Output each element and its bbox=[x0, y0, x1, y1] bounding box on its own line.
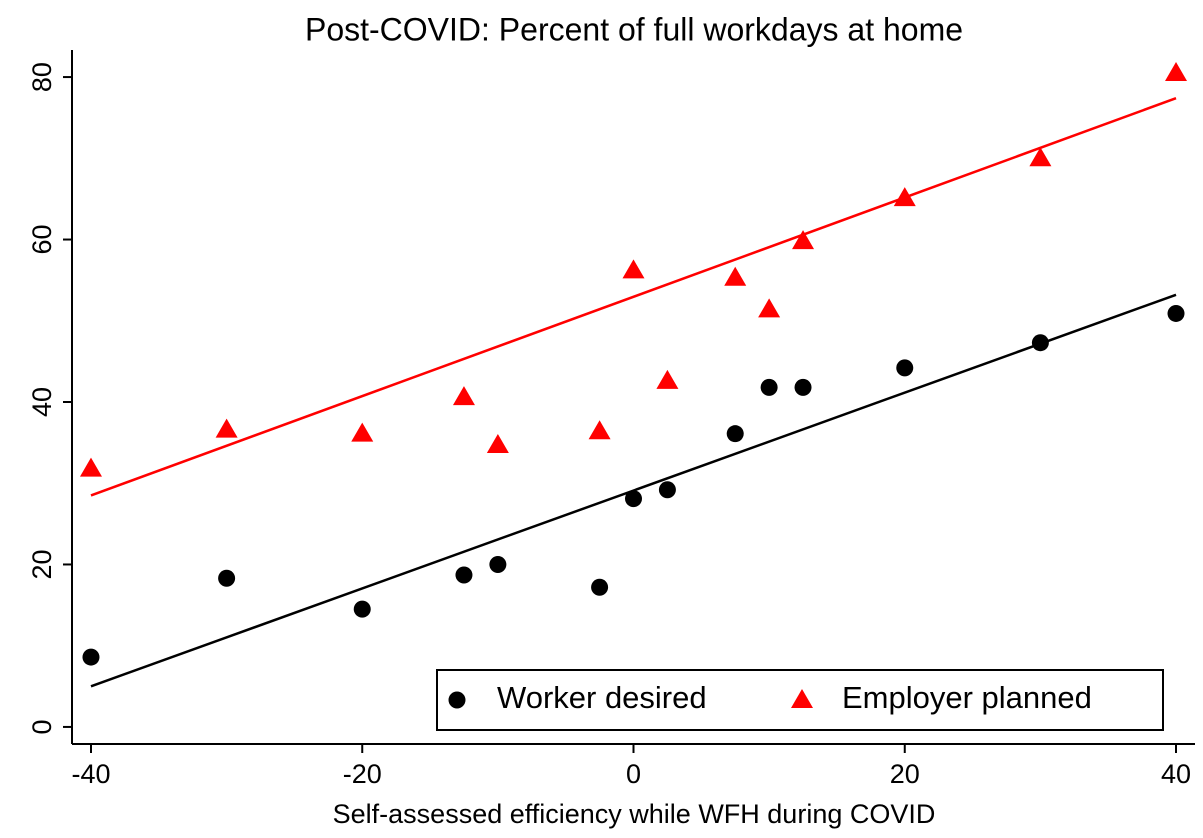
point bbox=[625, 490, 642, 508]
chart-title: Post-COVID: Percent of full workdays at … bbox=[305, 11, 963, 47]
point bbox=[218, 569, 236, 587]
x-axis-label: Self-assessed efficiency while WFH durin… bbox=[333, 799, 936, 829]
point bbox=[353, 600, 371, 618]
point bbox=[760, 378, 778, 396]
x-tick-label: 0 bbox=[626, 759, 641, 789]
x-tick-label: -20 bbox=[343, 759, 382, 789]
point bbox=[1029, 147, 1052, 167]
point bbox=[656, 369, 679, 389]
point bbox=[658, 481, 676, 499]
point bbox=[1031, 334, 1049, 352]
x-tick-label: -40 bbox=[71, 759, 110, 789]
legend: Worker desired Employer planned bbox=[436, 669, 1164, 731]
y-tick-label: 0 bbox=[27, 719, 57, 734]
point bbox=[726, 425, 744, 443]
point bbox=[794, 378, 812, 396]
legend-marker bbox=[448, 691, 466, 709]
y-tick-label: 20 bbox=[27, 549, 57, 579]
point bbox=[452, 386, 475, 406]
point bbox=[622, 259, 645, 279]
point bbox=[792, 230, 815, 250]
y-tick-label: 60 bbox=[27, 225, 57, 255]
point bbox=[588, 420, 611, 440]
point bbox=[351, 422, 374, 442]
point bbox=[82, 648, 100, 666]
legend-marker bbox=[791, 689, 813, 708]
point bbox=[215, 418, 238, 438]
fit-line bbox=[90, 97, 1177, 497]
point bbox=[724, 266, 747, 286]
y-tick-label: 80 bbox=[27, 62, 57, 92]
point bbox=[591, 578, 609, 596]
point bbox=[486, 434, 509, 454]
point bbox=[896, 359, 914, 377]
y-tick-label: 40 bbox=[27, 387, 57, 417]
point bbox=[893, 187, 916, 207]
x-tick-label: 20 bbox=[890, 759, 920, 789]
point bbox=[79, 457, 102, 477]
point bbox=[1167, 304, 1185, 322]
point bbox=[489, 555, 507, 573]
point bbox=[455, 566, 473, 584]
legend-label: Employer planned bbox=[842, 680, 1092, 715]
legend-label: Worker desired bbox=[497, 680, 707, 715]
point bbox=[758, 298, 781, 318]
x-tick-label: 40 bbox=[1161, 759, 1191, 789]
point bbox=[1165, 61, 1188, 81]
